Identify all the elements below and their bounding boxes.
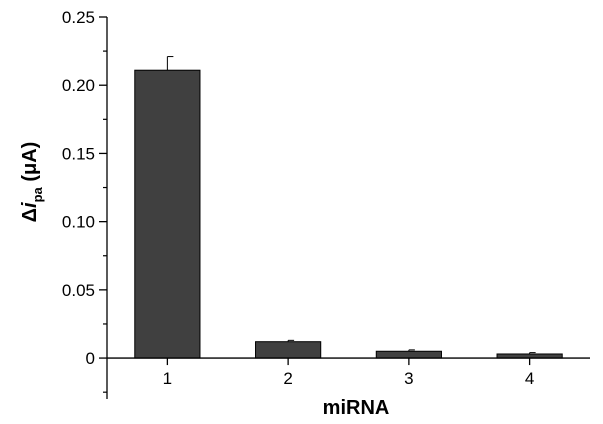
y-axis-label-unit: (μA) [19, 142, 41, 188]
y-tick-label: 0.15 [62, 144, 95, 163]
bar-1 [134, 69, 201, 359]
bars-group [134, 69, 563, 359]
y-tick-label: 0.10 [62, 213, 95, 232]
x-ticks-group: 1 2 3 4 [163, 358, 534, 388]
y-tick-label: 0.05 [62, 281, 95, 300]
x-tick-label: 3 [404, 369, 413, 388]
x-tick-label: 1 [163, 369, 172, 388]
x-tick-label: 2 [283, 369, 292, 388]
y-ticks-group: 0 0.05 0.10 0.15 0.20 0.25 [62, 8, 107, 393]
y-axis-label-prefix: Δ [19, 208, 41, 222]
y-axis-label-variable: i [19, 202, 41, 208]
y-axis-label: Δipa (μA) [19, 142, 45, 223]
error-bars-group [166, 56, 536, 354]
y-tick-label: 0 [86, 349, 95, 368]
y-tick-label: 0.25 [62, 8, 95, 27]
axes-group [106, 17, 590, 399]
y-axis-label-subscript: pa [30, 186, 45, 202]
bar-3 [375, 350, 442, 359]
x-axis-label: miRNA [323, 397, 390, 419]
x-tick-label: 4 [525, 369, 534, 388]
bar-2 [255, 341, 322, 359]
y-tick-label: 0.20 [62, 76, 95, 95]
